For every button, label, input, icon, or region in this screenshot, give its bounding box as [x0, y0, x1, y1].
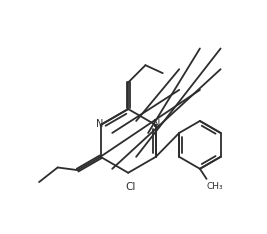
Text: Cl: Cl [126, 182, 136, 192]
Text: CH₃: CH₃ [207, 182, 223, 191]
Text: N: N [154, 119, 161, 129]
Text: N: N [96, 119, 103, 129]
